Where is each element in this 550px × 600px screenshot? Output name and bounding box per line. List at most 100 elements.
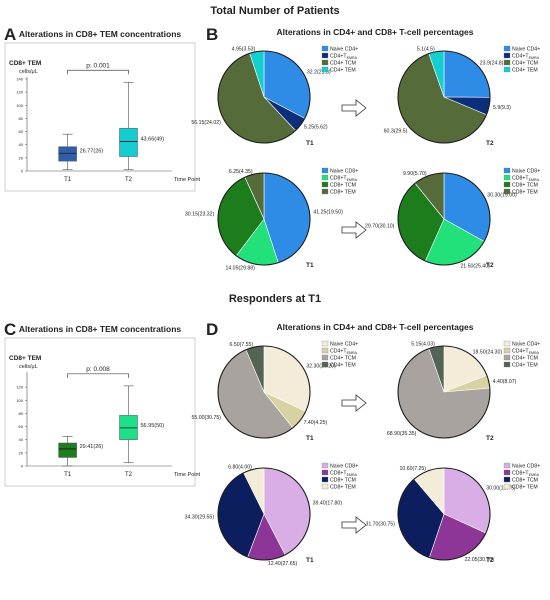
pie-cd8-t1: 39.40(17.80) 12.40(27.65) 34.30(29.55) 6.80… xyxy=(185,462,358,567)
significance-bracket xyxy=(67,373,129,378)
pie-panel-b: Alterations in CD4+ and CD8+ T-cell perc… xyxy=(185,27,540,271)
pie-cd4-t1: 32.30(26.20) 7.40(4.25) 55.00(30.75) 6.50(7… xyxy=(192,340,358,442)
pie-outline xyxy=(397,467,491,561)
legend-swatch xyxy=(503,462,511,469)
slice-value-label: 6.80(4.00) xyxy=(228,464,252,470)
pie-outline xyxy=(217,345,311,439)
y-tick-label: 20 xyxy=(19,155,24,160)
legend-swatch xyxy=(321,167,329,174)
x-axis-title: Time Point xyxy=(174,177,201,183)
legend-label: CD8+ TEM xyxy=(512,485,538,491)
slice-value-label: 18.50(24.30) xyxy=(473,350,503,356)
panel-letter-a: A xyxy=(4,25,16,44)
legend-swatch xyxy=(321,174,329,181)
legend-swatch xyxy=(321,483,329,490)
box-plot-c: Alterations in CD8+ TEM concentrations CD… xyxy=(4,324,201,487)
legend-swatch xyxy=(503,340,511,347)
slice-value-label: 10.60(7.25) xyxy=(400,466,427,472)
legend-label: CD8+ TCM xyxy=(512,183,538,189)
x-tick-label: T1 xyxy=(64,177,72,183)
pie-time-label: T2 xyxy=(486,262,494,269)
slice-value-label: 21.50(25.40) xyxy=(460,264,490,270)
slice-value-label: 34.30(29.55) xyxy=(185,514,215,520)
box-panel-frame xyxy=(4,337,196,487)
legend-label: CD4+TEMRA xyxy=(330,54,358,61)
pie-outline xyxy=(397,172,491,266)
slice-value-label: 30.15(23.32) xyxy=(185,212,215,218)
pie-outline xyxy=(397,345,491,439)
slice-value-label: 12.40(27.65) xyxy=(268,561,298,567)
legend-label: CD8+ TCM xyxy=(330,478,356,484)
legend-swatch xyxy=(503,354,511,361)
p-value-label: p: 0.008 xyxy=(86,366,110,373)
legend-swatch xyxy=(321,469,329,476)
legend-swatch xyxy=(503,52,511,59)
legend-swatch xyxy=(321,181,329,188)
pie-cd4-t1: 32.2(21.3) 5.25(5.62) 56.15(24.02) 4.95(3.5… xyxy=(191,45,358,147)
slice-value-label: 5.15(4.03) xyxy=(411,342,435,348)
box-value-label: 56.95(50) xyxy=(141,423,165,429)
box-t1 xyxy=(58,442,77,458)
box-value-label: 29.41(26) xyxy=(80,444,104,450)
legend-label: CD8+ TEM xyxy=(330,190,356,196)
legend-label: CD4+ TCM xyxy=(330,356,356,362)
legend-label: Naive CD4+ xyxy=(512,342,540,348)
legend-swatch xyxy=(321,354,329,361)
slice-value-label: 6.25(4.35) xyxy=(229,169,253,175)
y-tick-label: 140 xyxy=(16,77,23,82)
legend-label: CD8+ TCM xyxy=(512,478,538,484)
legend-swatch xyxy=(321,361,329,368)
pie-outline xyxy=(217,172,311,266)
legend-label: CD4+ TCM xyxy=(512,356,538,362)
legend-swatch xyxy=(321,66,329,73)
y-tick-label: 60 xyxy=(19,424,24,429)
pie-panel-d: Alterations in CD4+ and CD8+ T-cell perc… xyxy=(185,322,540,567)
legend-swatch xyxy=(503,59,511,66)
legend-swatch xyxy=(503,347,511,354)
pie-time-label: T1 xyxy=(306,262,314,269)
panel-letter-d: D xyxy=(206,320,218,339)
pie-time-label: T1 xyxy=(306,140,314,147)
pie-time-label: T2 xyxy=(486,435,494,442)
significance-bracket xyxy=(67,69,129,75)
slice-value-label: 32.2(21.3) xyxy=(307,70,331,76)
y-tick-label: 100 xyxy=(16,398,23,403)
x-tick-label: T2 xyxy=(125,472,133,478)
slice-value-label: 41.25(19.50) xyxy=(313,209,343,215)
section-title-responders: Responders at T1 xyxy=(229,293,321,305)
legend-label: Naive CD8+ xyxy=(330,169,358,175)
legend-swatch xyxy=(321,59,329,66)
legend-swatch xyxy=(321,462,329,469)
legend-label: CD4+TEMRA xyxy=(512,349,540,356)
y-tick-label: 40 xyxy=(19,437,24,442)
pie-cd4-t2: 18.50(24.30) 4.40(8.07) 68.90(35.35) 5.15(4… xyxy=(387,340,540,442)
legend-label: CD8+ TEM xyxy=(512,190,538,196)
legend-swatch xyxy=(321,340,329,347)
y-tick-label: 20 xyxy=(19,450,24,455)
y-axis-unit: cells/μL xyxy=(19,364,38,370)
x-axis-title: Time Point xyxy=(174,472,201,478)
transition-arrow-icon xyxy=(341,394,367,412)
legend-swatch xyxy=(503,167,511,174)
panel-letter-c: C xyxy=(4,320,16,339)
pie-time-label: T1 xyxy=(306,435,314,442)
transition-arrow-icon xyxy=(341,221,367,239)
y-tick-label: 120 xyxy=(16,385,23,390)
legend-label: CD8+TEMRA xyxy=(512,471,540,478)
slice-value-label: 32.30(26.20) xyxy=(306,364,336,370)
slice-value-label: 5.9(9.3) xyxy=(493,105,511,111)
box-chart-title: Alterations in CD8+ TEM concentrations xyxy=(19,324,182,334)
pie-panel-title: Alterations in CD4+ and CD8+ T-cell perc… xyxy=(277,27,474,37)
pie-outline xyxy=(217,467,311,561)
legend-label: Naive CD4+ xyxy=(330,342,358,348)
slice-value-label: 23.9(24.8) xyxy=(480,60,504,66)
slice-value-label: 7.40(4.25) xyxy=(304,420,328,426)
slice-value-label: 29.70(30.10) xyxy=(365,223,395,229)
legend-label: CD4+ TCM xyxy=(512,61,538,67)
slice-value-label: 5.1(4.5) xyxy=(417,47,435,53)
pie-outline xyxy=(397,50,491,144)
legend-swatch xyxy=(321,45,329,52)
slice-value-label: 56.15(24.02) xyxy=(191,120,221,126)
box-chart-title: Alterations in CD8+ TEM concentrations xyxy=(19,29,182,39)
